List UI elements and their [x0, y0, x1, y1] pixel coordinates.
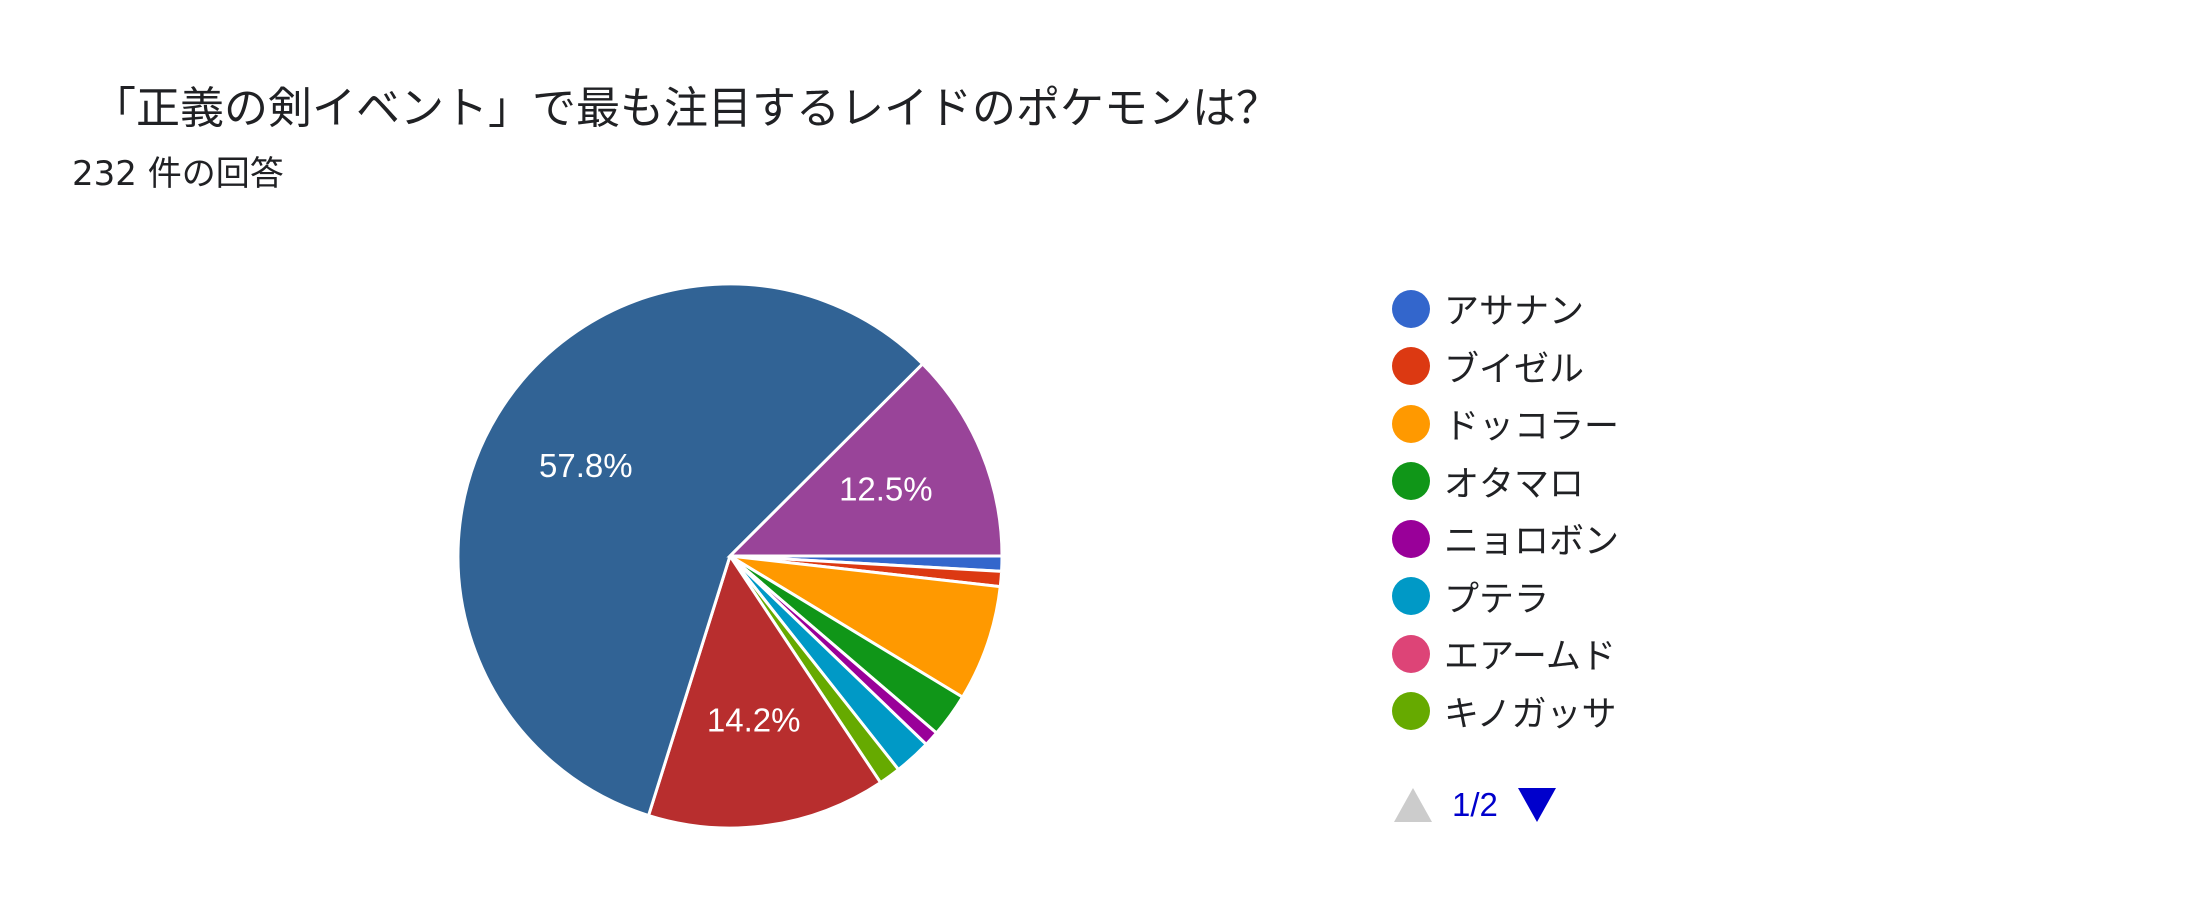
pie-slices [456, 282, 1004, 830]
pie-slice-10[interactable] [726, 361, 1004, 558]
legend-label: プテラ [1444, 579, 1550, 620]
legend-item-timburr[interactable]: ドッコラー [1390, 395, 1619, 453]
pie-slice-label: 12.5% [839, 470, 933, 507]
legend-swatch-circle-icon [1392, 577, 1430, 616]
triangle-down-icon[interactable] [1517, 788, 1556, 822]
legend-label: オタマロ [1444, 464, 1585, 505]
pie-slice-9[interactable] [456, 282, 925, 818]
triangle-up-icon[interactable] [1394, 788, 1432, 822]
legend-swatch-circle-icon [1392, 347, 1430, 386]
legend-label: ブイゼル [1444, 349, 1585, 390]
pie-labels: 14.2% 57.8% 12.5% [539, 447, 933, 738]
legend-label: エアームド [1444, 637, 1616, 678]
response-count: 232 件の回答 [72, 154, 284, 194]
pager-page-indicator: 1/2 [1452, 786, 1498, 823]
pie-slice-label: 57.8% [539, 447, 633, 484]
pie-slice-ドッコラー[interactable] [729, 554, 1002, 700]
legend-swatch-circle-icon [1392, 634, 1430, 673]
legend-label: ニョロボン [1444, 522, 1620, 563]
legend-swatch-circle-icon [1392, 462, 1430, 501]
legend-label: アサナン [1444, 292, 1585, 333]
pie-slice-label: 14.2% [707, 702, 801, 739]
legend-item-tympole[interactable]: オタマロ [1390, 453, 1619, 511]
legend-item-skarmory[interactable]: エアームド [1390, 625, 1619, 683]
legend-swatch-circle-icon [1392, 519, 1430, 558]
pie-slice-8[interactable] [646, 552, 883, 830]
legend-item-asanan[interactable]: アサナン [1390, 280, 1619, 338]
legend-item-buizel[interactable]: ブイゼル [1390, 338, 1619, 396]
legend-item-aerodactyl[interactable]: プテラ [1390, 568, 1619, 626]
legend-item-breloom[interactable]: キノガッサ [1390, 683, 1619, 741]
legend-label: ドッコラー [1444, 407, 1620, 448]
legend-swatch-circle-icon [1392, 404, 1430, 443]
legend-swatch-circle-icon [1392, 289, 1430, 328]
legend-swatch-circle-icon [1392, 692, 1430, 731]
legend-item-poliwrath[interactable]: ニョロボン [1390, 510, 1619, 568]
legend-label: キノガッサ [1444, 694, 1617, 735]
legend: アサナン ブイゼル ドッコラー オタマロ ニョロボン プテラ エアームド キノガ… [1390, 280, 1619, 740]
legend-pager: 1/2 [1394, 786, 1556, 824]
chart-title: 「正義の剣イベント」で最も注目するレイドのポケモンは？ [92, 83, 1280, 134]
